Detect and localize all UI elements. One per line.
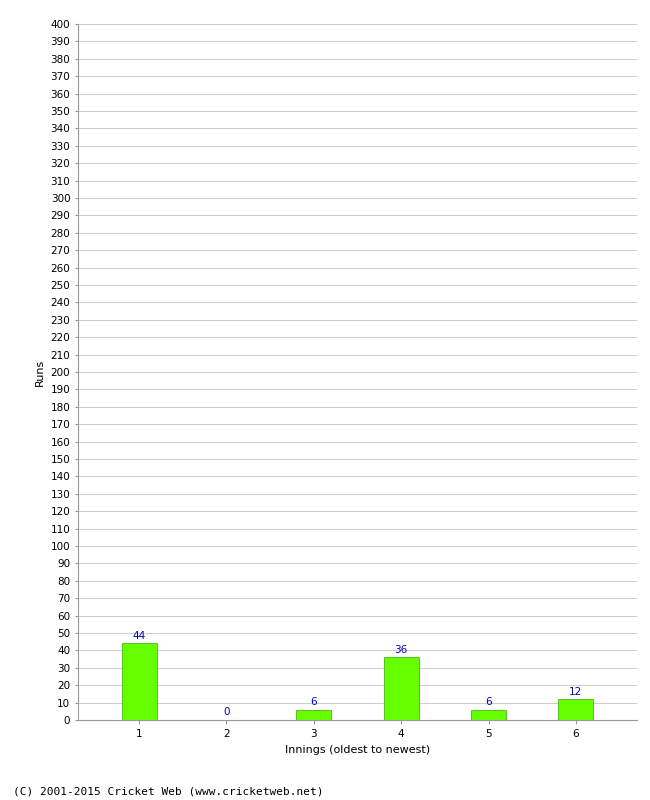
Bar <box>296 710 332 720</box>
Text: 36: 36 <box>395 645 408 654</box>
Bar <box>384 658 419 720</box>
Bar <box>471 710 506 720</box>
Text: 0: 0 <box>223 707 229 718</box>
X-axis label: Innings (oldest to newest): Innings (oldest to newest) <box>285 745 430 754</box>
Text: 44: 44 <box>133 631 146 641</box>
Text: 6: 6 <box>485 697 492 707</box>
Text: 12: 12 <box>569 686 582 697</box>
Text: 6: 6 <box>311 697 317 707</box>
Text: (C) 2001-2015 Cricket Web (www.cricketweb.net): (C) 2001-2015 Cricket Web (www.cricketwe… <box>13 786 324 796</box>
Bar <box>558 699 593 720</box>
Y-axis label: Runs: Runs <box>35 358 45 386</box>
Bar <box>122 643 157 720</box>
